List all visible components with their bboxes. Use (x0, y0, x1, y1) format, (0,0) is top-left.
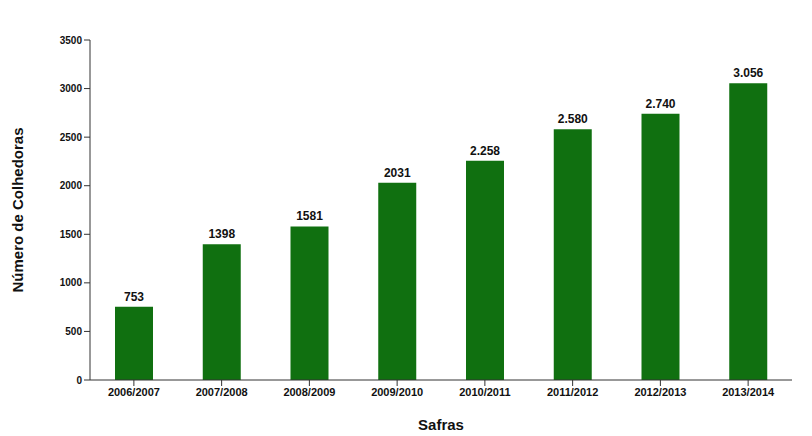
svg-text:2013/2014: 2013/2014 (722, 386, 775, 398)
svg-text:2011/2012: 2011/2012 (547, 386, 598, 398)
svg-text:1000: 1000 (60, 277, 83, 288)
svg-text:1581: 1581 (296, 209, 323, 223)
svg-text:2006/2007: 2006/2007 (108, 386, 160, 398)
svg-text:3.056: 3.056 (733, 66, 763, 80)
svg-text:2.580: 2.580 (558, 112, 588, 126)
svg-text:2012/2013: 2012/2013 (634, 386, 686, 398)
svg-text:2.258: 2.258 (470, 144, 500, 158)
svg-text:1500: 1500 (60, 229, 83, 240)
svg-text:2008/2009: 2008/2009 (283, 386, 335, 398)
svg-text:3500: 3500 (60, 35, 83, 46)
svg-text:2.740: 2.740 (645, 97, 675, 111)
svg-text:1398: 1398 (208, 227, 235, 241)
svg-text:2007/2008: 2007/2008 (196, 386, 248, 398)
svg-text:2031: 2031 (384, 166, 411, 180)
svg-text:500: 500 (65, 326, 82, 337)
svg-text:2009/2010: 2009/2010 (371, 386, 423, 398)
svg-text:3000: 3000 (60, 83, 83, 94)
svg-text:2000: 2000 (60, 180, 83, 191)
svg-text:753: 753 (124, 290, 144, 304)
svg-text:Safras: Safras (418, 416, 464, 433)
svg-text:0: 0 (76, 375, 82, 386)
svg-text:Número de Colhedoras: Número de Colhedoras (9, 127, 26, 292)
svg-text:2500: 2500 (60, 132, 83, 143)
svg-text:2010/2011: 2010/2011 (459, 386, 510, 398)
